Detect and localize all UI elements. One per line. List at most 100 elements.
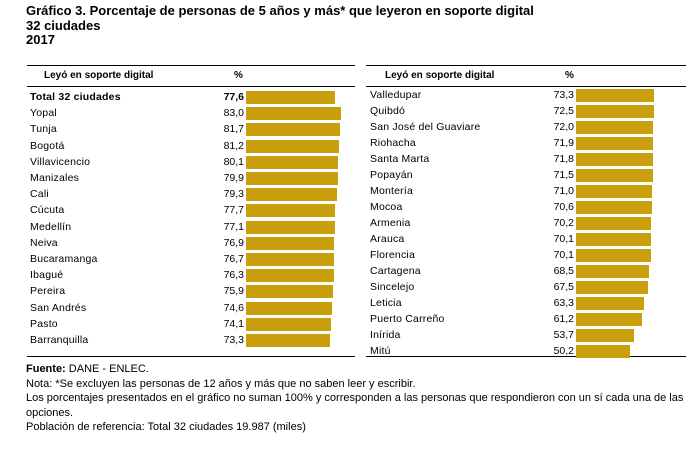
row-label: Tunja [30,123,57,136]
data-label: 70,6 [553,201,574,213]
row-label: Manizales [30,172,80,184]
data-label: 77,6 [223,91,244,103]
row-label: Inírida [370,329,401,341]
row-label: Leticia [370,297,402,309]
bar-medellín [246,220,335,234]
bar-cartagena [576,265,650,278]
data-label: 72,5 [553,105,574,117]
column-header-label: Leyó en soporte digital [44,70,154,81]
bar-popayán [576,169,653,182]
bar-florencia [576,249,651,262]
data-label: 71,8 [553,153,574,165]
bar-manizales [246,172,338,185]
bottom-rule-1 [366,356,686,357]
row-label: Valledupar [370,89,422,101]
column-header-percent: % [234,70,243,81]
data-label: 74,6 [223,301,244,314]
chart-title-line2: 32 ciudades [26,17,101,33]
row-label: Mocoa [370,201,403,213]
data-label: 70,2 [553,217,574,229]
row-label: Pereira [30,285,66,298]
row-label: Mitú [370,345,391,357]
data-label: 77,1 [223,220,244,233]
row-label: Bogotá [30,139,65,152]
row-label: Bucaramanga [30,253,98,265]
row-label: Arauca [370,233,405,245]
bar-barranquilla [246,334,331,347]
data-label: 74,1 [223,317,244,330]
bar-san-andrés [246,301,332,315]
data-label: 71,5 [553,169,574,181]
bar-tunja [246,123,340,137]
footnote-percentages: Los porcentajes presentados en el gráfic… [26,392,684,419]
bar-armenia [576,217,652,230]
bottom-rule-0 [27,356,355,357]
data-label: 67,5 [553,281,574,293]
data-label: 71,9 [553,137,574,149]
chart-title-line3: 2017 [26,32,55,47]
row-label: Puerto Carreño [370,313,445,325]
row-label: San José del Guaviare [370,121,481,133]
data-label: 71,0 [553,185,574,197]
bar-ibagué [246,269,334,283]
bar-quibdó [576,105,654,118]
column-header-percent: % [565,70,574,81]
bar-sincelejo [576,281,649,294]
row-label: Barranquilla [30,334,89,346]
bar-yopal [246,107,342,121]
row-label: San Andrés [30,301,87,314]
data-label: 50,2 [553,345,574,357]
row-label: Cúcuta [30,204,65,217]
row-label: Ibagué [30,269,64,282]
source-line: Fuente: DANE - ENLEC. [26,362,686,377]
data-label: 76,9 [223,236,244,249]
source-label: Fuente: [26,363,66,375]
footnote-exclusion: Nota: *Se excluyen las personas de 12 añ… [26,377,416,390]
header-bottom-rule-0 [27,86,355,87]
row-label: Cali [30,188,49,201]
bar-mitú [576,345,630,358]
data-label: 63,3 [553,297,574,309]
row-label: Montería [370,185,414,197]
data-label: 70,1 [553,233,574,245]
footnote-population: Población de referencia: Total 32 ciudad… [26,421,306,433]
row-label: Sincelejo [370,281,415,293]
data-label: 79,9 [223,172,244,184]
header-top-rule-1 [366,65,686,66]
bar-cúcuta [246,204,336,218]
bar-puerto-carreño [576,313,642,326]
row-label: Florencia [370,249,415,261]
header-top-rule-0 [27,65,355,66]
column-header-label: Leyó en soporte digital [385,70,495,81]
bar-bucaramanga [246,253,335,266]
data-label: 80,1 [223,155,244,168]
row-label: Riohacha [370,137,416,149]
bar-villavicencio [246,155,339,169]
data-label: 81,7 [223,123,244,136]
row-label: Quibdó [370,105,406,117]
bar-leticia [576,297,644,310]
bar-santa-marta [576,153,653,166]
row-label: Armenia [370,217,411,229]
data-label: 73,3 [553,89,574,101]
data-label: 73,3 [223,334,244,346]
data-label: 53,7 [553,329,574,341]
row-label: Cartagena [370,265,421,277]
data-label: 72,0 [553,121,574,133]
row-label: Total 32 ciudades [30,91,121,103]
data-label: 61,2 [553,313,574,325]
row-label: Pasto [30,317,58,330]
bar-cali [246,188,338,202]
row-label: Villavicencio [30,155,91,168]
bar-inírida [576,329,634,342]
header-bottom-rule-1 [366,86,686,87]
bar-valledupar [576,89,655,102]
bar-total-32-ciudades [246,91,336,104]
bar-montería [576,185,652,198]
bar-arauca [576,233,651,246]
chart-title: Gráfico 3. Porcentaje de personas de 5 a… [26,3,534,48]
data-label: 76,7 [223,253,244,265]
row-label: Medellín [30,220,72,233]
chart-title-line1: Gráfico 3. Porcentaje de personas de 5 a… [26,3,534,18]
bar-riohacha [576,137,653,150]
